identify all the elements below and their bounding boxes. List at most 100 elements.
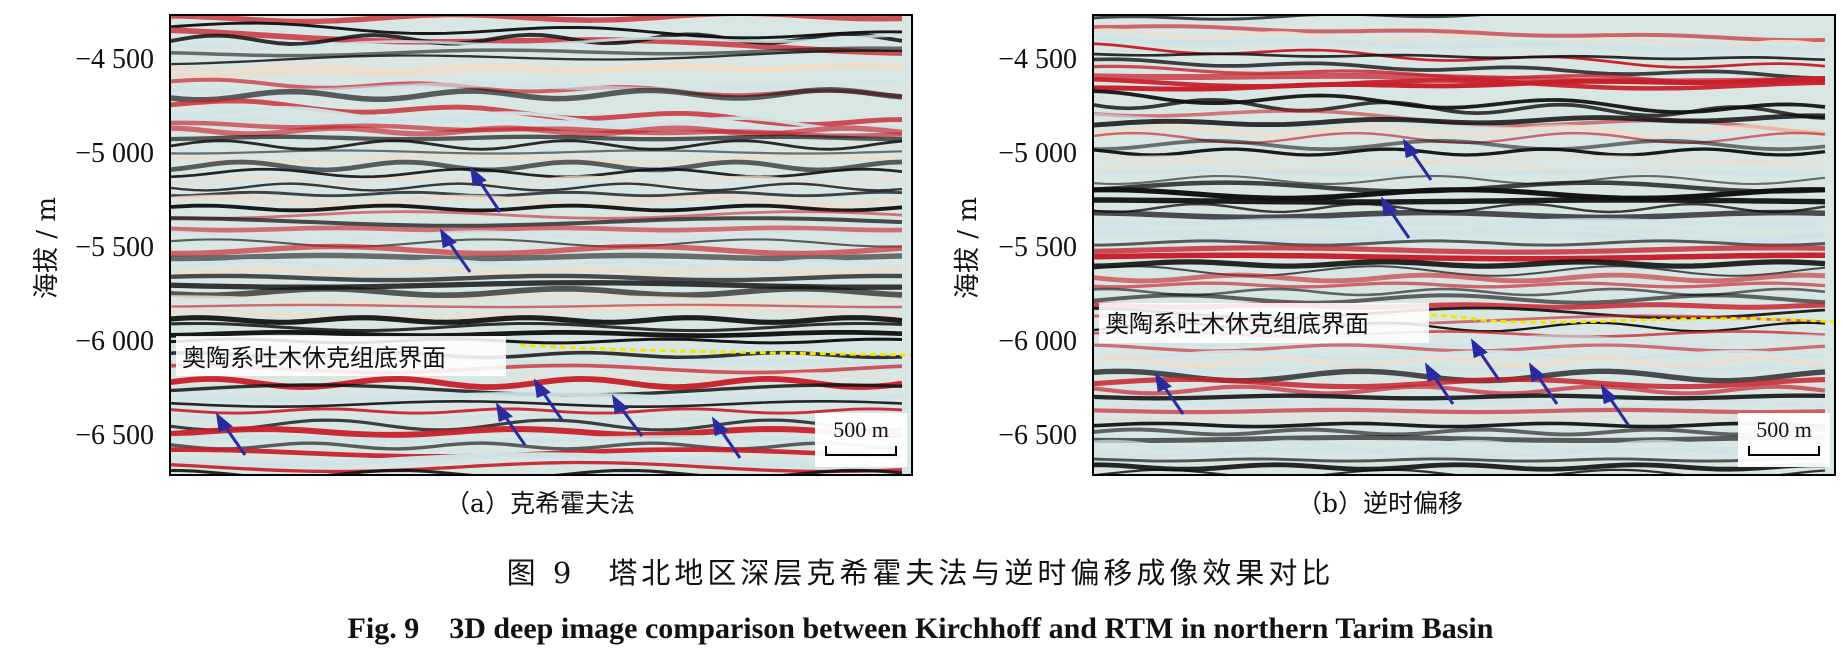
seismic-reflector bbox=[1093, 421, 1826, 429]
seismic-reflector bbox=[1093, 218, 1826, 226]
seismic-reflector bbox=[170, 190, 903, 198]
seismic-reflector bbox=[1093, 160, 1826, 172]
seismic-reflector bbox=[1093, 174, 1826, 186]
seismic-reflector bbox=[1093, 281, 1826, 289]
y-tick-label: −5 000 bbox=[75, 138, 154, 169]
y-tick-label: −4 500 bbox=[998, 44, 1077, 75]
seismic-reflector bbox=[170, 114, 902, 132]
seismic-reflector bbox=[1093, 52, 1826, 62]
seismic-reflector bbox=[1093, 138, 1826, 152]
seismic-reflector bbox=[170, 435, 902, 443]
seismic-reflector bbox=[170, 441, 903, 451]
panel-a-caption: （a）克希霍夫法 bbox=[445, 489, 635, 518]
seismic-reflector bbox=[170, 225, 903, 233]
seismic-reflector bbox=[170, 210, 903, 220]
seismic-panel-b: 海拔 / m −4 500 −5 000 −5 500 −6 000 −6 50… bbox=[953, 14, 1836, 476]
seismic-reflector bbox=[1093, 187, 1826, 201]
seismic-reflector bbox=[1093, 435, 1825, 443]
seismic-reflector bbox=[1093, 399, 1826, 409]
seismic-reflector bbox=[170, 154, 903, 164]
y-axis-label: 海拔 / m bbox=[32, 197, 62, 299]
seismic-reflector bbox=[170, 425, 902, 438]
seismic-reflector bbox=[1093, 427, 1826, 437]
seismic-reflector bbox=[170, 273, 903, 283]
seismic-reflector bbox=[170, 21, 903, 40]
seismic-reflector bbox=[170, 149, 903, 155]
seismic-reflector bbox=[1093, 272, 1826, 284]
seismic-reflector bbox=[1093, 457, 1826, 463]
figure-title-chinese: 图 9 塔北地区深层克希霍夫法与逆时偏移成像效果对比 bbox=[506, 556, 1335, 590]
horizon-label: 奥陶系吐木休克组底界面 bbox=[182, 344, 446, 372]
seismic-reflector bbox=[170, 399, 903, 409]
y-tick-label: −6 500 bbox=[998, 420, 1077, 451]
seismic-reflector bbox=[170, 460, 903, 474]
seismic-reflector bbox=[1093, 75, 1826, 92]
seismic-reflector bbox=[1093, 407, 1826, 415]
seismic-reflector bbox=[1093, 209, 1826, 221]
seismic-image: 奥陶系吐木休克组底界面 500 m bbox=[1093, 15, 1835, 475]
scale-bar-label: 500 m bbox=[1756, 417, 1812, 442]
seismic-reflector bbox=[170, 295, 903, 303]
seismic-reflector bbox=[170, 33, 903, 50]
y-axis-label: 海拔 / m bbox=[953, 197, 983, 299]
seismic-reflector bbox=[170, 194, 903, 208]
seismic-panel-a: 海拔 / m −4 500 −5 000 −5 500 −6 000 −6 50… bbox=[32, 14, 913, 476]
seismic-reflector bbox=[170, 134, 903, 142]
seismic-reflector bbox=[170, 305, 903, 321]
seismic-reflector bbox=[170, 266, 903, 276]
seismic-reflector bbox=[1093, 439, 1826, 453]
seismic-reflector bbox=[1093, 462, 1825, 472]
seismic-reflector bbox=[1093, 124, 1826, 138]
seismic-reflector bbox=[170, 125, 903, 137]
seismic-reflector bbox=[170, 139, 903, 151]
seismic-reflector bbox=[1093, 414, 1826, 422]
seismic-reflector bbox=[1093, 97, 1826, 120]
seismic-reflector bbox=[170, 15, 903, 25]
seismic-reflector bbox=[1093, 376, 1826, 390]
seismic-reflector bbox=[1093, 293, 1826, 305]
seismic-reflector bbox=[1093, 447, 1825, 459]
seismic-reflector bbox=[1093, 197, 1826, 205]
seismic-reflector bbox=[1093, 384, 1826, 396]
seismic-reflector bbox=[170, 243, 903, 257]
seismic-reflector bbox=[170, 330, 903, 338]
seismic-reflector bbox=[170, 216, 903, 228]
seismic-image: 奥陶系吐木休克组底界面 500 m bbox=[170, 15, 912, 475]
seismic-reflector bbox=[1093, 252, 1825, 262]
y-tick-label: −5 500 bbox=[75, 232, 154, 263]
seismic-reflector bbox=[1093, 393, 1826, 401]
seismic-reflector bbox=[170, 418, 903, 432]
seismic-reflector bbox=[170, 49, 903, 66]
seismic-reflector bbox=[170, 252, 903, 262]
seismic-reflector bbox=[170, 407, 903, 415]
seismic-reflector bbox=[1093, 169, 1826, 177]
seismic-reflector bbox=[170, 106, 903, 133]
seismic-reflector bbox=[1093, 259, 1826, 269]
seismic-reflector bbox=[1093, 334, 1826, 348]
seismic-reflector bbox=[170, 258, 903, 270]
annotation-arrows bbox=[1154, 138, 1631, 427]
seismic-reflector bbox=[170, 321, 903, 333]
scale-bar-label: 500 m bbox=[833, 417, 889, 442]
seismic-reflector bbox=[1093, 468, 1826, 475]
seismic-reflector bbox=[1093, 113, 1826, 128]
seismic-reflector bbox=[170, 182, 903, 192]
y-tick-label: −5 500 bbox=[998, 232, 1077, 263]
figure-title-english: Fig. 9 3D deep image comparison between … bbox=[347, 612, 1494, 645]
seismic-reflector bbox=[170, 392, 903, 402]
seismic-reflector bbox=[1093, 24, 1826, 43]
seismic-reflector bbox=[1093, 350, 1826, 360]
y-axis-ticks: −4 500 −5 000 −5 500 −6 000 −6 500 bbox=[75, 44, 180, 451]
y-tick-label: −4 500 bbox=[75, 44, 154, 75]
seismic-reflector bbox=[1093, 147, 1826, 157]
horizon-line bbox=[1360, 312, 1835, 324]
seismic-reflector bbox=[170, 285, 903, 299]
annotation-arrows bbox=[215, 166, 742, 459]
scale-bar bbox=[825, 446, 897, 456]
seismic-reflector bbox=[1093, 239, 1826, 247]
seismic-reflector bbox=[170, 167, 903, 179]
seismic-reflector bbox=[170, 159, 903, 173]
seismic-reflector bbox=[170, 175, 903, 185]
seismic-reflector bbox=[1093, 155, 1826, 163]
panel-b-caption: （b）逆时偏移 bbox=[1296, 489, 1463, 518]
